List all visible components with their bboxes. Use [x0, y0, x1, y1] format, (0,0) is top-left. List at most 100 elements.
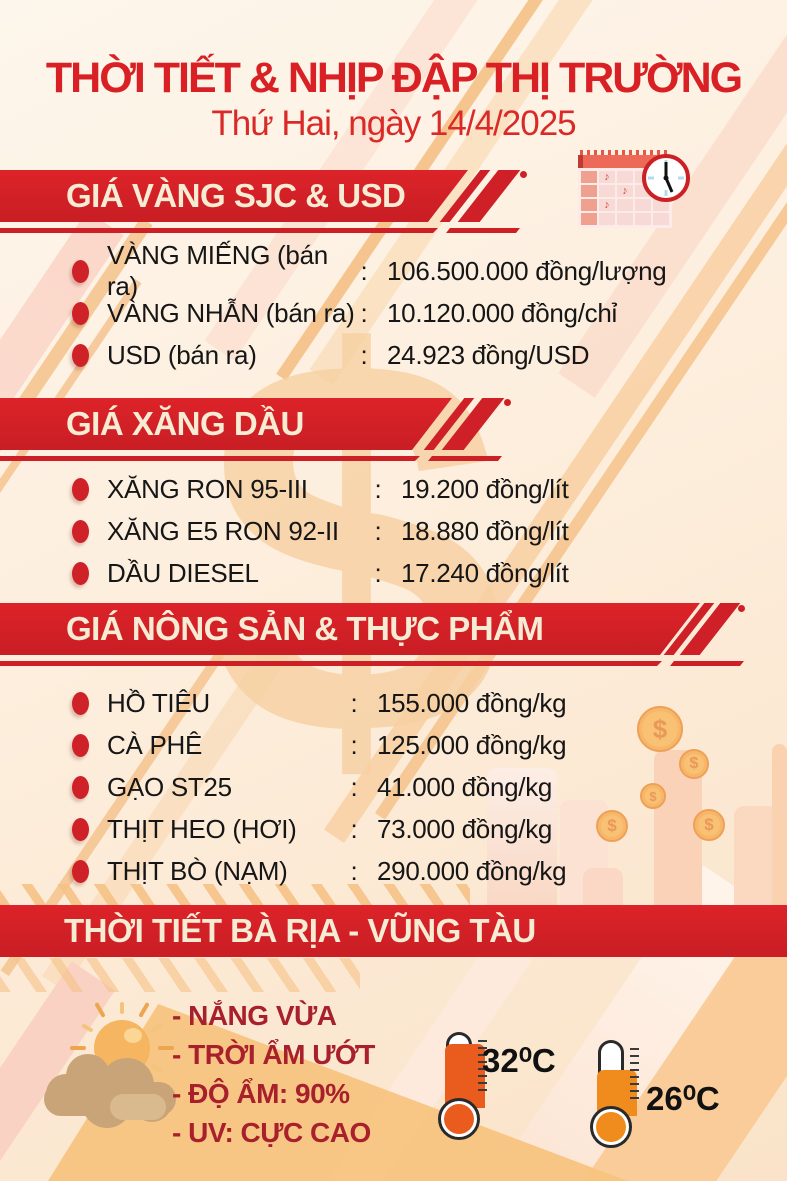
price-row: XĂNG E5 RON 92-II : 18.880 đồng/lít — [72, 510, 757, 552]
temperature-high: 32⁰C — [482, 1042, 556, 1079]
price-value: 17.240 đồng/lít — [401, 557, 569, 588]
music-note-icon: ♪ — [621, 184, 629, 198]
bullet-icon — [72, 733, 89, 757]
separator: : — [374, 557, 382, 588]
sun-cloud-icon — [36, 1001, 211, 1132]
calendar-notch — [578, 155, 583, 168]
banner-underline-dash — [446, 228, 520, 233]
thermometer-ticks — [478, 1040, 487, 1092]
separator: : — [360, 297, 368, 328]
price-label: THỊT BÒ (NẠM) — [107, 855, 288, 886]
price-label: CÀ PHÊ — [107, 729, 203, 760]
price-row: VÀNG MIẾNG (bán ra) : 106.500.000 đồng/l… — [72, 240, 757, 301]
price-value: 18.880 đồng/lít — [401, 515, 569, 546]
price-label: VÀNG MIẾNG (bán ra) — [107, 240, 328, 301]
bullet-icon — [72, 477, 89, 501]
coin-icon: $ — [679, 749, 709, 779]
thermometer-icon — [590, 1040, 642, 1155]
price-row: VÀNG NHẪN (bán ra) : 10.120.000 đồng/chỉ — [72, 292, 757, 334]
price-row: DẦU DIESEL : 17.240 đồng/lít — [72, 552, 757, 594]
temperature-low: 26⁰C — [646, 1080, 720, 1117]
separator: : — [374, 515, 382, 546]
price-row: THỊT BÒ (NẠM) : 290.000 đồng/kg — [72, 850, 757, 892]
price-value: 10.120.000 đồng/chỉ — [387, 297, 617, 328]
price-label: XĂNG E5 RON 92-II — [107, 515, 339, 546]
separator: : — [350, 813, 358, 844]
price-list-agri: HỒ TIÊU : 155.000 đồng/kg CÀ PHÊ : 125.0… — [72, 682, 757, 892]
bullet-icon — [72, 343, 89, 367]
section-title: GIÁ NÔNG SẢN & THỰC PHẨM — [66, 610, 544, 647]
music-note-icon: ♪ — [603, 170, 611, 184]
separator: : — [350, 687, 358, 718]
separator: : — [374, 473, 382, 504]
page-date: Thứ Hai, ngày 14/4/2025 — [211, 104, 576, 143]
banner-dot — [738, 605, 745, 612]
price-row: CÀ PHÊ : 125.000 đồng/kg — [72, 724, 757, 766]
bullet-icon — [72, 561, 89, 585]
price-row: THỊT HEO (HƠI) : 73.000 đồng/kg — [72, 808, 757, 850]
price-label: THỊT HEO (HƠI) — [107, 813, 297, 844]
dollar-watermark-icon: $ — [205, 246, 506, 849]
section-banner-fuel: GIÁ XĂNG DẦU — [0, 398, 452, 450]
banner-dot — [520, 171, 527, 178]
weather-condition: - UV: CỰC CAO — [172, 1117, 371, 1148]
price-value: 290.000 đồng/kg — [377, 855, 567, 886]
bullet-icon — [72, 691, 89, 715]
section-banner-agri: GIÁ NÔNG SẢN & THỰC PHẨM — [0, 603, 700, 655]
section-title: GIÁ VÀNG SJC & USD — [66, 177, 406, 214]
weather-condition: - TRỜI ẨM ƯỚT — [172, 1039, 375, 1070]
price-label: VÀNG NHẪN (bán ra) — [107, 297, 355, 328]
music-note-icon: ♪ — [603, 198, 611, 212]
price-value: 125.000 đồng/kg — [377, 729, 567, 760]
separator: : — [360, 339, 368, 370]
bullet-icon — [72, 519, 89, 543]
separator: : — [350, 855, 358, 886]
price-row: USD (bán ra) : 24.923 đồng/USD — [72, 334, 757, 376]
banner-dot — [504, 399, 511, 406]
banner-underline — [0, 661, 662, 666]
price-row: XĂNG RON 95-III : 19.200 đồng/lít — [72, 468, 757, 510]
price-label: USD (bán ra) — [107, 339, 257, 370]
separator: : — [350, 729, 358, 760]
clock-icon — [640, 152, 692, 204]
bullet-icon — [72, 859, 89, 883]
bullet-icon — [72, 301, 89, 325]
price-row: HỒ TIÊU : 155.000 đồng/kg — [72, 682, 757, 724]
price-label: GẠO ST25 — [107, 771, 232, 802]
separator: : — [360, 255, 368, 286]
weather-condition: - NẮNG VỪA — [172, 1000, 337, 1031]
section-banner-weather: THỜI TIẾT BÀ RỊA - VŨNG TÀU — [0, 905, 787, 957]
price-value: 106.500.000 đồng/lượng — [387, 255, 667, 286]
separator: : — [350, 771, 358, 802]
coin-icon: $ — [693, 809, 725, 841]
price-label: DẦU DIESEL — [107, 557, 259, 588]
coin-icon: $ — [596, 810, 628, 842]
banner-underline-dash — [428, 456, 502, 461]
banner-underline — [0, 228, 438, 233]
weather-condition: - ĐỘ ẨM: 90% — [172, 1078, 350, 1109]
price-value: 24.923 đồng/USD — [387, 339, 590, 370]
thermometer-ticks — [630, 1048, 639, 1100]
banner-underline — [0, 456, 420, 461]
section-title: GIÁ XĂNG DẦU — [66, 405, 304, 442]
price-list-gold: VÀNG MIẾNG (bán ra) : 106.500.000 đồng/l… — [72, 240, 757, 376]
price-row: GẠO ST25 : 41.000 đồng/kg — [72, 766, 757, 808]
bullet-icon — [72, 259, 89, 283]
banner-underline-dash — [670, 661, 744, 666]
section-banner-gold: GIÁ VÀNG SJC & USD — [0, 170, 468, 222]
coin-icon: $ — [640, 783, 666, 809]
coin-icon: $ — [637, 706, 683, 752]
price-value: 73.000 đồng/kg — [377, 813, 553, 844]
thermometer-icon — [438, 1032, 490, 1147]
price-value: 41.000 đồng/kg — [377, 771, 553, 802]
bullet-icon — [72, 817, 89, 841]
price-label: HỒ TIÊU — [107, 687, 210, 718]
calendar-teeth — [580, 150, 668, 156]
price-label: XĂNG RON 95-III — [107, 473, 308, 504]
weather-conditions-list: - NẮNG VỪA - TRỜI ẨM ƯỚT - ĐỘ ẨM: 90% - … — [172, 996, 375, 1152]
page-title: THỜI TIẾT & NHỊP ĐẬP THỊ TRƯỜNG — [45, 54, 743, 102]
bullet-icon — [72, 775, 89, 799]
price-value: 155.000 đồng/kg — [377, 687, 567, 718]
price-value: 19.200 đồng/lít — [401, 473, 569, 504]
